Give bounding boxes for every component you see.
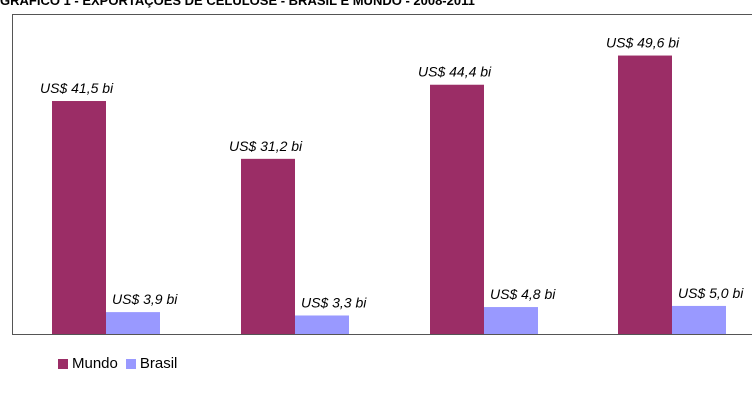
bar-mundo-2009 bbox=[241, 158, 295, 334]
bar-brasil-2010 bbox=[484, 307, 538, 334]
legend-label-mundo: Mundo bbox=[72, 355, 118, 372]
data-label-mundo-2010: US$ 44,4 bi bbox=[418, 64, 492, 80]
data-label-mundo-2009: US$ 31,2 bi bbox=[229, 138, 303, 154]
legend-label-brasil: Brasil bbox=[139, 355, 178, 372]
data-label-brasil-2008: US$ 3,9 bi bbox=[112, 291, 178, 307]
bar-mundo-2010 bbox=[430, 84, 484, 334]
bar-mundo-2008 bbox=[52, 101, 106, 334]
data-label-mundo-2008: US$ 41,5 bi bbox=[40, 80, 114, 96]
bar-brasil-2011 bbox=[672, 305, 726, 334]
legend: Mundo Brasil bbox=[58, 355, 185, 372]
bar-brasil-2009 bbox=[295, 315, 349, 334]
legend-item-mundo: Mundo bbox=[58, 355, 118, 372]
data-label-brasil-2011: US$ 5,0 bi bbox=[678, 285, 744, 301]
chart-title: GRÁFICO 1 - EXPORTAÇÕES DE CELULOSE - BR… bbox=[0, 0, 475, 8]
data-label-brasil-2009: US$ 3,3 bi bbox=[301, 294, 367, 310]
bar-mundo-2011 bbox=[618, 55, 672, 335]
bar-chart: US$ 41,5 bi US$ 3,9 bi US$ 31,2 bi US$ 3,3 … bbox=[12, 14, 752, 335]
legend-swatch-mundo bbox=[58, 358, 68, 369]
plot-frame bbox=[12, 14, 752, 335]
data-label-mundo-2011: US$ 49,6 bi bbox=[606, 35, 680, 51]
legend-swatch-brasil bbox=[125, 358, 136, 369]
data-label-brasil-2010: US$ 4,8 bi bbox=[490, 286, 556, 302]
legend-item-brasil: Brasil bbox=[125, 355, 178, 372]
bar-brasil-2008 bbox=[106, 312, 160, 334]
